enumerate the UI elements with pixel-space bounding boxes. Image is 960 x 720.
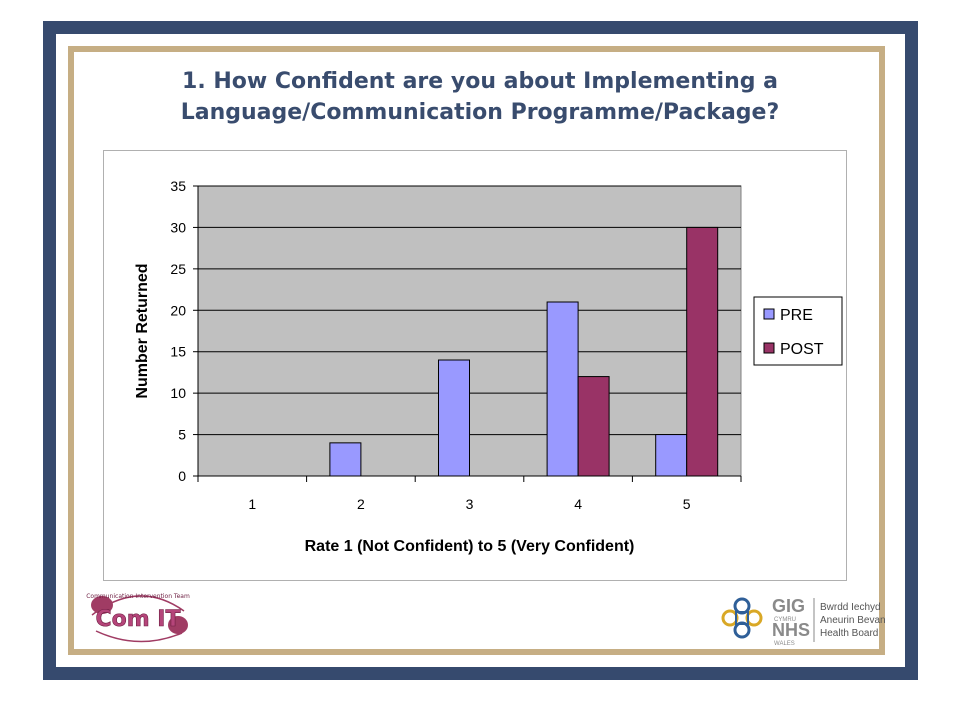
nhs-wales-logo: GIG CYMRU NHS WALES Bwrdd Iechyd Aneurin… — [718, 590, 888, 652]
y-tick-label: 0 — [178, 468, 186, 484]
cymru-text: CYMRU — [774, 617, 796, 623]
legend-swatch-post — [763, 342, 775, 354]
comit-logo: Com IT Communication Intervention Team — [84, 585, 194, 649]
slide-title-line-2: Language/Communication Programme/Package… — [180, 100, 780, 125]
comit-bird-right-icon — [168, 616, 188, 634]
comit-logo-graphic: Com IT Communication Intervention Team — [86, 593, 190, 643]
legend-label-post: POST — [780, 341, 824, 358]
y-tick-label: 5 — [178, 427, 186, 443]
y-tick-label: 10 — [170, 385, 186, 401]
bar-chart: 0 5 10 15 20 25 30 35 1 2 3 4 5 Rate 1 (Not Confident… — [134, 178, 843, 555]
x-tick-label: 2 — [357, 496, 365, 512]
y-axis-title: Number Returned — [134, 263, 151, 398]
wales-text: WALES — [774, 641, 795, 647]
board-line-3: Health Board — [820, 628, 878, 639]
board-line-1: Bwrdd Iechyd — [820, 602, 881, 613]
x-tick-label: 5 — [683, 496, 691, 512]
gig-text: GIG — [772, 596, 805, 616]
bar-pre-5 — [655, 434, 688, 477]
legend-label-pre: PRE — [780, 307, 813, 324]
y-tick-label: 15 — [170, 344, 186, 360]
bar-post-5 — [686, 226, 719, 477]
x-tick-label: 1 — [248, 496, 256, 512]
bar-pre-3 — [438, 359, 470, 477]
nhs-wales-logo-graphic: GIG CYMRU NHS WALES Bwrdd Iechyd Aneurin… — [721, 596, 886, 647]
x-axis-title: Rate 1 (Not Confident) to 5 (Very Confid… — [305, 538, 635, 555]
y-tick-label: 30 — [170, 219, 186, 235]
y-tick-label: 20 — [170, 302, 186, 318]
slide-title: 1. How Confident are you about Implement… — [80, 66, 880, 128]
legend-swatch-pre — [763, 308, 775, 320]
bar-post-4 — [577, 376, 610, 477]
celtic-knot-icon — [721, 597, 763, 639]
y-tick-label: 25 — [170, 261, 186, 277]
legend-box — [753, 296, 843, 366]
slide-title-line-1: 1. How Confident are you about Implement… — [182, 69, 778, 94]
chart-area: 0 5 10 15 20 25 30 35 1 2 3 4 5 Rate 1 (Not Confident… — [103, 150, 847, 581]
bar-pre-2 — [329, 442, 362, 477]
nhs-text: NHS — [772, 620, 810, 640]
x-tick-label: 3 — [466, 496, 474, 512]
comit-logo-arc-text: Communication Intervention Team — [86, 593, 190, 600]
comit-bird-left-icon — [91, 596, 113, 614]
x-tick-label: 4 — [574, 496, 582, 512]
bar-pre-4 — [546, 301, 579, 477]
board-line-2: Aneurin Bevan — [820, 615, 886, 626]
comit-logo-text: Com IT — [95, 607, 180, 632]
y-tick-label: 35 — [170, 178, 186, 194]
